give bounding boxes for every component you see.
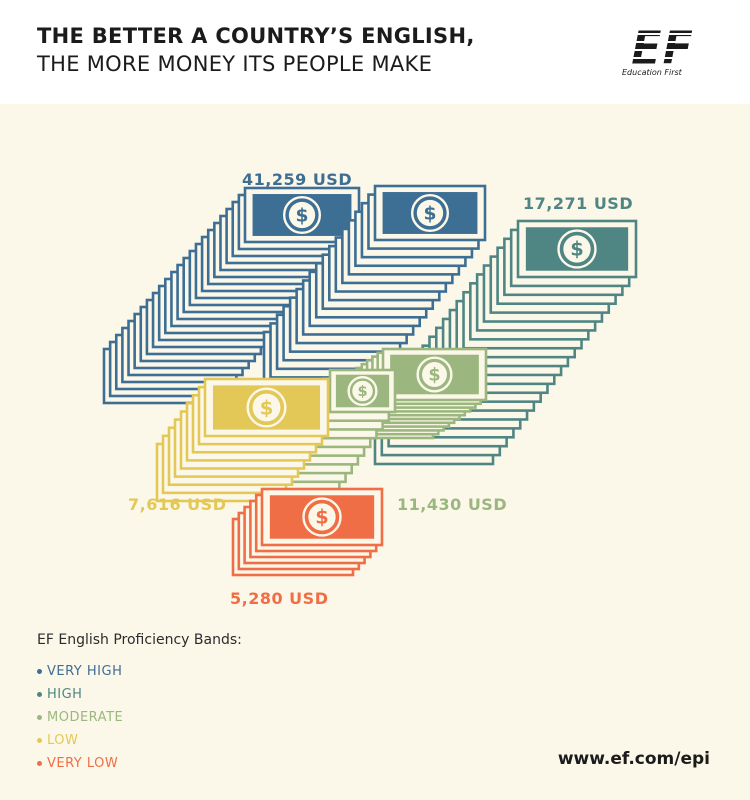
dollar-icon: $ [557,229,597,269]
ef-logo-text: EF [631,22,694,75]
legend-label: VERY HIGH [47,664,123,679]
title-line-1: THE BETTER A COUNTRY’S ENGLISH, [37,24,475,48]
legend-item-low: LOW [37,733,78,748]
legend-label: MODERATE [47,710,124,725]
money-stacks: $ $ $ $ $ $ $ [102,184,638,577]
header: THE BETTER A COUNTRY’S ENGLISH, THE MORE… [0,0,750,104]
svg-text:$: $ [315,506,329,529]
svg-text:$: $ [570,238,584,261]
svg-text:$: $ [260,396,274,419]
banknote-moderate: $ [381,347,488,402]
dollar-icon: $ [410,193,450,233]
legend-dot-icon [37,761,42,766]
legend-item-high: HIGH [37,687,82,702]
banknote-moderate: $ [328,368,397,414]
legend-dot-icon [37,669,42,674]
legend-label: LOW [47,733,79,748]
amount-moderate: 11,430 USD [397,495,508,514]
legend-dot-icon [37,738,42,743]
amount-very-low: 5,280 USD [230,589,329,608]
dollar-icon: $ [282,195,322,235]
banknote-very-low: $ [260,487,384,547]
title-line-2: THE MORE MONEY ITS PEOPLE MAKE [37,52,433,76]
legend-item-very-low: VERY LOW [37,756,118,771]
legend-dot-icon [37,715,42,720]
banknote-low: $ [203,377,330,438]
legend-title: EF English Proficiency Bands: [37,632,242,648]
banknote-very-high: $ [243,186,361,244]
dollar-icon: $ [246,387,287,428]
dollar-icon: $ [416,356,453,393]
banknote-high: $ [516,219,638,279]
svg-text:$: $ [428,366,440,386]
dollar-icon: $ [302,497,342,537]
banknote-very-high: $ [373,184,487,242]
svg-text:$: $ [295,205,308,226]
legend-item-moderate: MODERATE [37,710,123,725]
amount-very-high: 41,259 USD [242,170,353,189]
amount-low: 7,616 USD [128,495,227,514]
legend-label: HIGH [47,687,83,702]
svg-text:$: $ [423,203,436,224]
ef-logo: EF [622,22,706,76]
amount-high: 17,271 USD [523,194,634,213]
legend-label: VERY LOW [47,756,119,771]
dollar-icon: $ [347,375,378,407]
legend-dot-icon [37,692,42,697]
svg-text:$: $ [357,383,367,400]
website-link[interactable]: www.ef.com/epi [557,749,710,769]
logo-caption: Education First [622,68,682,77]
legend-item-very-high: VERY HIGH [37,664,122,679]
